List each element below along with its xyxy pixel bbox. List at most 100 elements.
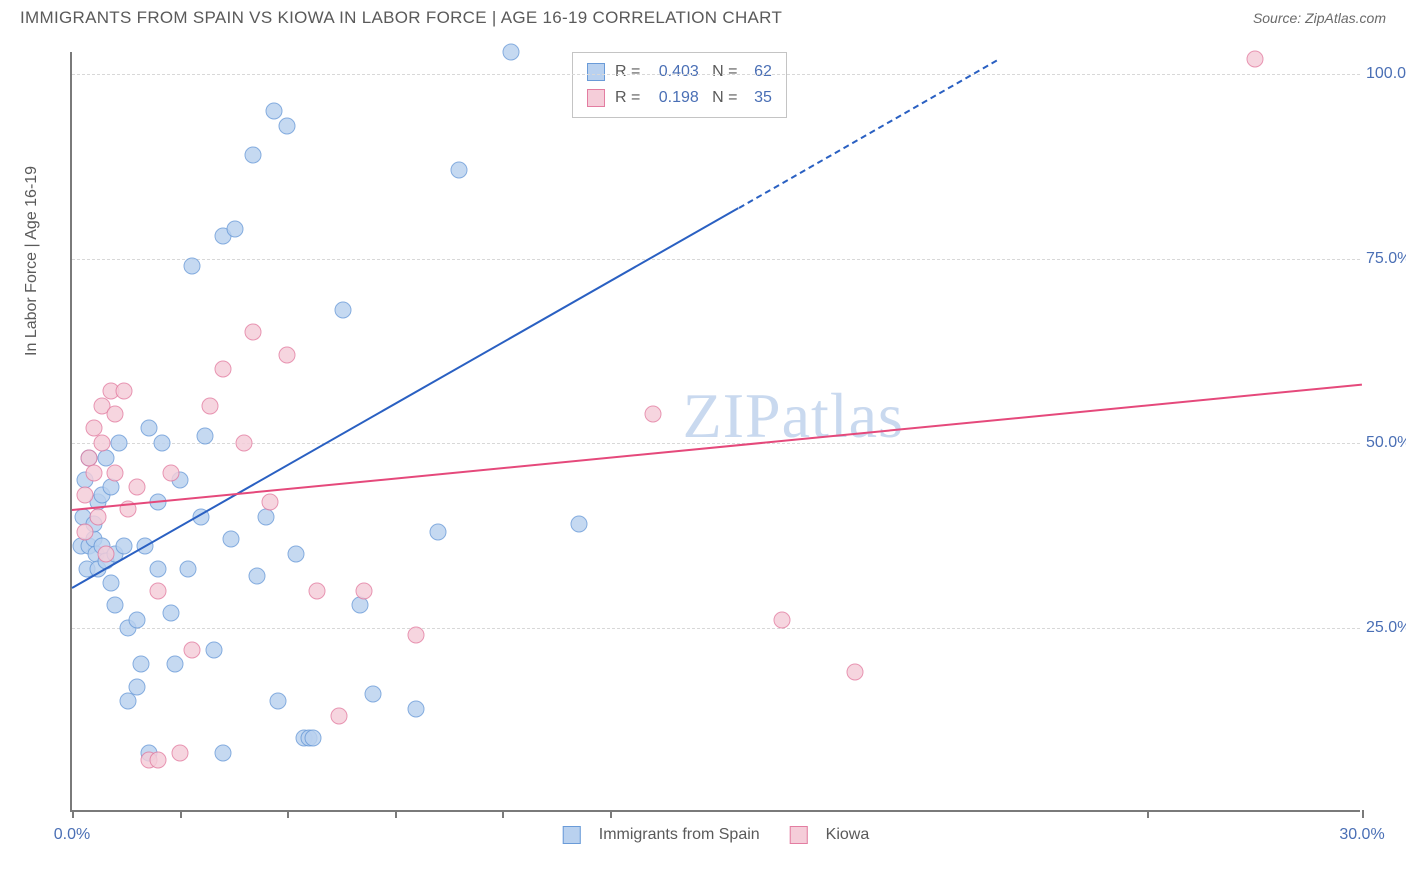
x-tick-label: 0.0%: [54, 826, 90, 844]
data-point: [330, 708, 347, 725]
data-point: [1246, 51, 1263, 68]
data-point: [236, 435, 253, 452]
data-point: [287, 545, 304, 562]
data-point: [223, 530, 240, 547]
data-point: [76, 523, 93, 540]
swatch-series2: [587, 89, 605, 107]
scatter-plot: ZIPatlas R = 0.403 N = 62 R = 0.198 N = …: [70, 52, 1360, 812]
legend: Immigrants from Spain Kiowa: [563, 826, 870, 844]
data-point: [248, 567, 265, 584]
y-axis-label: In Labor Force | Age 16-19: [23, 166, 41, 356]
data-point: [334, 302, 351, 319]
data-point: [107, 597, 124, 614]
chart-area: In Labor Force | Age 16-19 ZIPatlas R = …: [50, 42, 1380, 842]
y-tick-label: 100.0%: [1366, 65, 1406, 83]
data-point: [89, 508, 106, 525]
data-point: [102, 575, 119, 592]
data-point: [107, 405, 124, 422]
data-point: [184, 641, 201, 658]
swatch-series1: [587, 63, 605, 81]
gridline: [72, 628, 1360, 629]
data-point: [304, 730, 321, 747]
stats-row: R = 0.198 N = 35: [587, 85, 772, 111]
data-point: [128, 612, 145, 629]
data-point: [365, 685, 382, 702]
data-point: [244, 147, 261, 164]
watermark: ZIPatlas: [683, 379, 904, 453]
data-point: [571, 516, 588, 533]
source-attribution: Source: ZipAtlas.com: [1253, 10, 1386, 26]
data-point: [162, 464, 179, 481]
data-point: [408, 700, 425, 717]
data-point: [150, 582, 167, 599]
x-tick-label: 30.0%: [1339, 826, 1384, 844]
x-tick: [502, 810, 504, 818]
data-point: [214, 744, 231, 761]
x-tick: [180, 810, 182, 818]
data-point: [773, 612, 790, 629]
x-tick: [1147, 810, 1149, 818]
data-point: [115, 538, 132, 555]
data-point: [270, 693, 287, 710]
data-point: [205, 641, 222, 658]
data-point: [197, 427, 214, 444]
trend-line: [72, 207, 739, 589]
legend-item: Kiowa: [790, 826, 870, 844]
gridline: [72, 443, 1360, 444]
data-point: [356, 582, 373, 599]
data-point: [408, 626, 425, 643]
data-point: [429, 523, 446, 540]
data-point: [132, 656, 149, 673]
data-point: [279, 117, 296, 134]
data-point: [309, 582, 326, 599]
data-point: [115, 383, 132, 400]
stats-row: R = 0.403 N = 62: [587, 59, 772, 85]
r-value: 0.198: [645, 85, 699, 111]
data-point: [451, 162, 468, 179]
data-point: [846, 663, 863, 680]
swatch-series2: [790, 826, 808, 844]
r-value: 0.403: [645, 59, 699, 85]
data-point: [352, 597, 369, 614]
data-point: [150, 560, 167, 577]
x-tick: [72, 810, 74, 818]
data-point: [257, 508, 274, 525]
x-tick: [1362, 810, 1364, 818]
data-point: [244, 324, 261, 341]
data-point: [261, 494, 278, 511]
data-point: [119, 693, 136, 710]
data-point: [102, 479, 119, 496]
title-bar: IMMIGRANTS FROM SPAIN VS KIOWA IN LABOR …: [0, 0, 1406, 32]
x-tick: [395, 810, 397, 818]
chart-title: IMMIGRANTS FROM SPAIN VS KIOWA IN LABOR …: [20, 8, 782, 28]
data-point: [184, 257, 201, 274]
data-point: [98, 545, 115, 562]
data-point: [171, 744, 188, 761]
gridline: [72, 259, 1360, 260]
correlation-stats-box: R = 0.403 N = 62 R = 0.198 N = 35: [572, 52, 787, 118]
swatch-series1: [563, 826, 581, 844]
y-tick-label: 25.0%: [1366, 619, 1406, 637]
data-point: [180, 560, 197, 577]
data-point: [85, 464, 102, 481]
legend-item: Immigrants from Spain: [563, 826, 760, 844]
data-point: [128, 479, 145, 496]
legend-label: Kiowa: [826, 826, 870, 844]
data-point: [201, 398, 218, 415]
data-point: [94, 435, 111, 452]
n-value: 62: [742, 59, 772, 85]
data-point: [141, 420, 158, 437]
data-point: [266, 103, 283, 120]
y-tick-label: 75.0%: [1366, 250, 1406, 268]
data-point: [279, 346, 296, 363]
data-point: [128, 678, 145, 695]
trend-line: [72, 384, 1362, 511]
data-point: [502, 44, 519, 61]
data-point: [107, 464, 124, 481]
data-point: [167, 656, 184, 673]
gridline: [72, 74, 1360, 75]
data-point: [227, 221, 244, 238]
data-point: [162, 604, 179, 621]
data-point: [76, 486, 93, 503]
data-point: [154, 435, 171, 452]
